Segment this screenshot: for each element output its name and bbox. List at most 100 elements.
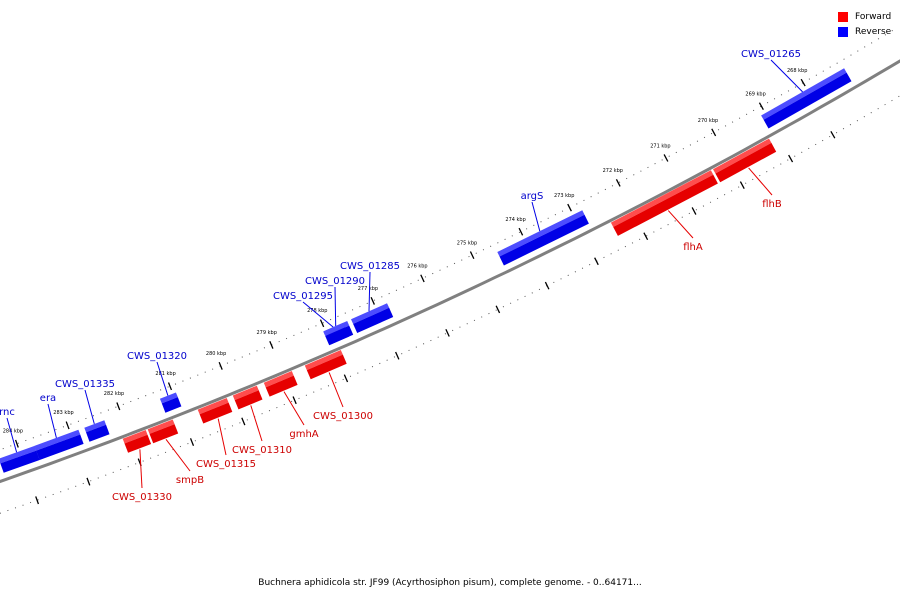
- tick-label: 279 kbp: [257, 330, 277, 336]
- tick-label: 283 kbp: [53, 410, 73, 416]
- tick-label: 282 kbp: [104, 391, 124, 397]
- legend-label-forward: Forward: [855, 11, 892, 22]
- gene-label-smpB: smpB: [176, 475, 204, 486]
- tick-label: 274 kbp: [505, 217, 525, 223]
- gene-block-top-CWS_01330: [122, 430, 148, 444]
- gene-block-era: [36, 434, 84, 460]
- gene-leader-flhB: [748, 167, 773, 196]
- legend-label-reverse: Reverse: [855, 26, 892, 37]
- gene-leader-smpB: [165, 438, 191, 472]
- tick-mark: [14, 439, 19, 448]
- gene-block-end-argS: [582, 210, 589, 224]
- gene-block-CWS_01265: [763, 72, 852, 129]
- gene-block-flhB: [715, 142, 777, 183]
- gene-leader-CWS_01265: [770, 59, 803, 93]
- gene-label-CWS_01335: CWS_01335: [55, 379, 115, 390]
- gene-block-CWS_01295: [325, 327, 350, 346]
- tick-label: 268 kbp: [787, 68, 807, 74]
- gene-block-CWS_01330: [124, 434, 152, 453]
- gene-label-CWS_01290: CWS_01290: [305, 276, 365, 287]
- gene-leader-era: [47, 403, 57, 439]
- gene-block-CWS_01315: [199, 402, 233, 424]
- gene-label-argS: argS: [521, 191, 544, 202]
- gene-block-end-CWS_01310: [256, 385, 263, 400]
- gene-block-argS: [499, 214, 589, 266]
- tick-mark: [615, 179, 621, 187]
- gene-leader-argS: [531, 201, 541, 232]
- inner-tick-mark: [292, 396, 297, 405]
- tick-label: 277 kbp: [358, 286, 378, 292]
- tick-mark: [711, 128, 717, 137]
- tick-mark: [758, 102, 764, 110]
- gene-block-top-flhA: [610, 170, 714, 227]
- gene-block-top-CWS_01265: [761, 68, 847, 120]
- tick-label: 278 kbp: [307, 308, 327, 314]
- gene-label-CWS_01315: CWS_01315: [196, 459, 256, 470]
- gene-block-top-CWS_01285: [351, 303, 390, 324]
- tick-mark: [269, 340, 274, 349]
- tick-mark: [65, 421, 70, 430]
- gene-label-gmhA: gmhA: [289, 429, 318, 440]
- gene-leader-flhA: [667, 210, 694, 239]
- backbone-line: [0, 59, 900, 484]
- gene-block-top-CWS_01320: [159, 392, 178, 404]
- tick-label: 280 kbp: [206, 351, 226, 357]
- gene-block-CWS_01285: [353, 307, 394, 333]
- inner-tick-mark: [445, 328, 450, 337]
- gene-leader-CWS_01290: [334, 286, 337, 327]
- tick-mark: [469, 251, 475, 260]
- gene-label-rnc: rnc: [0, 407, 15, 418]
- tick-label: 281 kbp: [155, 371, 175, 377]
- gene-block-CWS_01320: [161, 397, 182, 413]
- gene-leader-CWS_01330: [139, 449, 143, 489]
- tick-label: 275 kbp: [457, 240, 477, 246]
- gene-block-top-CWS_01295: [323, 322, 346, 336]
- tick-mark: [370, 296, 375, 305]
- outer-dotted-track: [0, 28, 895, 451]
- tick-label: 273 kbp: [554, 193, 574, 199]
- tick-mark: [567, 203, 572, 212]
- tick-mark: [800, 78, 806, 87]
- gene-leader-CWS_01285: [368, 271, 371, 312]
- inner-tick-mark: [643, 232, 649, 241]
- map-caption: Buchnera aphidicola str. JF99 (Acyrthosi…: [258, 578, 642, 588]
- tick-label: 284 kbp: [3, 428, 23, 434]
- gene-leader-CWS_01335: [84, 389, 95, 425]
- inner-tick-mark: [189, 438, 195, 446]
- inner-tick-mark: [739, 181, 745, 189]
- gene-block-flhA: [613, 174, 718, 236]
- gene-block-end-CWS_01335: [104, 420, 110, 435]
- gene-block-top-CWS_01310: [232, 385, 259, 401]
- gene-leader-gmhA: [283, 391, 305, 426]
- gene-block-rnc: [0, 450, 40, 473]
- gene-block-CWS_01310: [234, 390, 263, 410]
- gene-block-top-CWS_01315: [197, 398, 229, 415]
- gene-block-top-argS: [497, 210, 585, 257]
- tick-label: 271 kbp: [650, 143, 670, 149]
- tick-mark: [518, 227, 524, 236]
- gene-block-top-gmhA: [263, 371, 294, 388]
- gene-block-top-CWS_01300: [304, 350, 343, 371]
- inner-tick-mark: [830, 130, 836, 139]
- tick-mark: [116, 402, 121, 411]
- gene-leader-CWS_01310: [250, 405, 263, 442]
- gene-block-top-CWS_01335: [84, 420, 106, 433]
- gene-block-CWS_01335: [86, 424, 110, 442]
- tick-label: 270 kbp: [698, 118, 718, 124]
- gene-block-top-era: [34, 429, 81, 451]
- tick-label: 276 kbp: [407, 264, 427, 270]
- tick-label: 269 kbp: [745, 92, 765, 98]
- reverse-swatch: [838, 26, 848, 37]
- legend-item-reverse: Reverse: [838, 24, 891, 39]
- gene-label-CWS_01295: CWS_01295: [273, 291, 333, 302]
- inner-tick-mark: [86, 477, 91, 486]
- inner-tick-mark: [343, 374, 349, 383]
- gene-label-flhA: flhA: [683, 242, 703, 253]
- gene-label-CWS_01320: CWS_01320: [127, 351, 187, 362]
- gene-leader-CWS_01295: [302, 301, 334, 328]
- inner-tick-mark: [35, 496, 40, 505]
- tick-label: 272 kbp: [603, 168, 623, 174]
- tick-mark: [663, 154, 669, 162]
- gene-block-end-flhA: [710, 170, 718, 184]
